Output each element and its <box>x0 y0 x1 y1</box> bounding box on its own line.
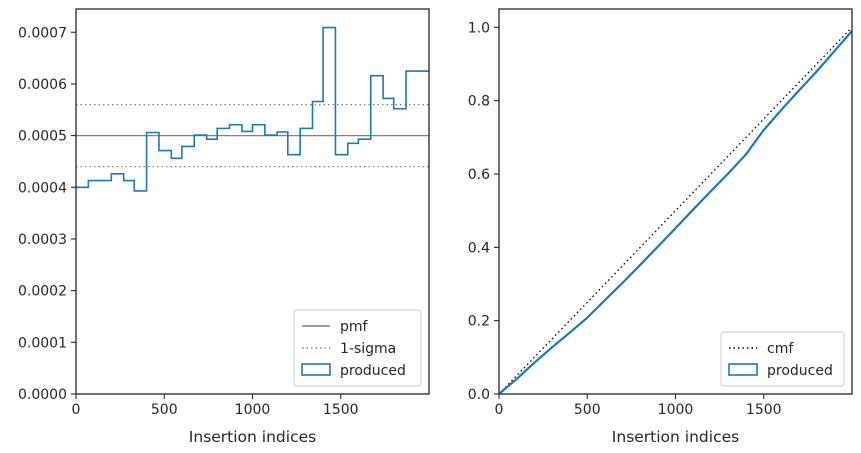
x-tick-label: 0 <box>72 402 81 418</box>
legend-label: produced <box>340 363 406 379</box>
y-tick-label: 0.0001 <box>18 335 67 351</box>
produced-step-histogram <box>76 26 429 192</box>
chart-panel-1: 0 500 1000 1500 0.0000 0.0001 0.0002 0.0003 0.00… <box>18 8 430 446</box>
x-tick-label: 1500 <box>323 402 359 418</box>
y-tick-label: 0.0005 <box>18 129 67 145</box>
y-tick-label: 0.0002 <box>18 284 67 300</box>
legend-label: cmf <box>767 341 794 357</box>
legend-swatch <box>301 363 331 376</box>
y-tick-label: 0.0004 <box>18 180 67 196</box>
y-tick-label: 0.6 <box>468 167 490 183</box>
chart-panel-2: 0 500 1000 1500 0.0 0.2 0.4 0.6 0.8 1.0 Insertion … <box>468 8 853 446</box>
y-tick-label: 0.4 <box>468 240 490 256</box>
x-tick-label: 500 <box>574 402 601 418</box>
legend-label: produced <box>767 363 833 379</box>
plot-area <box>76 26 429 192</box>
x-tick-label: 1000 <box>658 402 694 418</box>
x-tick-label: 0 <box>495 402 504 418</box>
y-tick-label: 0.2 <box>468 314 490 330</box>
legend: cmf produced <box>720 331 845 387</box>
legend-box <box>293 309 422 387</box>
y-tick-label: 0.0 <box>468 387 490 403</box>
legend: pmf 1-sigma produced <box>293 309 422 387</box>
y-tick-label: 0.8 <box>468 94 490 110</box>
x-tick-label: 1500 <box>746 402 782 418</box>
x-tick-label: 1000 <box>235 402 271 418</box>
legend-label: pmf <box>340 319 369 335</box>
legend-box <box>720 331 845 387</box>
plot-area <box>499 26 852 394</box>
legend-label: 1-sigma <box>340 341 396 357</box>
y-tick-label: 0.0007 <box>18 25 67 41</box>
x-axis-label: Insertion indices <box>612 428 739 446</box>
y-tick-label: 1.0 <box>468 20 490 36</box>
x-axis-label: Insertion indices <box>189 428 316 446</box>
y-tick-label: 0.0000 <box>18 387 67 403</box>
cmf-line <box>499 26 852 394</box>
y-tick-label: 0.0006 <box>18 77 67 93</box>
produced-line <box>499 30 852 394</box>
legend-swatch <box>728 363 758 376</box>
x-tick-label: 500 <box>151 402 178 418</box>
y-tick-label: 0.0003 <box>18 232 67 248</box>
